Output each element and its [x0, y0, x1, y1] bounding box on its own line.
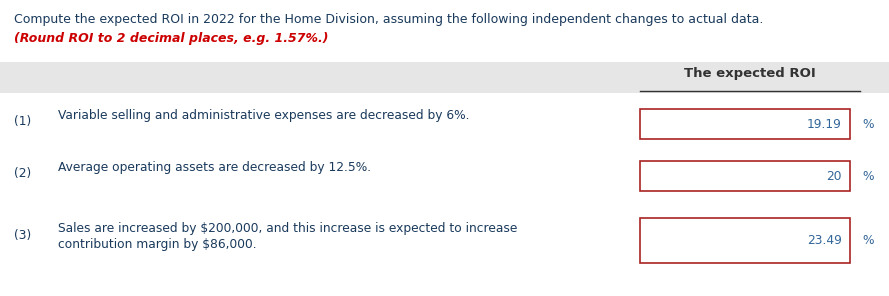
Bar [640, 218, 850, 263]
Bar [640, 161, 850, 191]
Bar [640, 109, 850, 139]
Text: %: % [862, 170, 874, 183]
Text: (Round ROI to 2 decimal places, e.g. 1.57%.): (Round ROI to 2 decimal places, e.g. 1.5… [14, 32, 329, 45]
Text: %: % [862, 234, 874, 247]
Text: 20: 20 [827, 170, 842, 183]
Text: The expected ROI: The expected ROI [685, 67, 816, 80]
Text: (1): (1) [14, 115, 31, 128]
Text: 23.49: 23.49 [807, 234, 842, 247]
Text: Average operating assets are decreased by 12.5%.: Average operating assets are decreased b… [58, 161, 371, 174]
Text: (3): (3) [14, 229, 31, 242]
Text: Variable selling and administrative expenses are decreased by 6%.: Variable selling and administrative expe… [58, 109, 469, 122]
Text: contribution margin by $86,000.: contribution margin by $86,000. [58, 238, 257, 251]
Bar [0, 62, 889, 93]
Text: Sales are increased by $200,000, and this increase is expected to increase: Sales are increased by $200,000, and thi… [58, 222, 517, 235]
Text: (2): (2) [14, 168, 31, 181]
Text: Compute the expected ROI in 2022 for the Home Division, assuming the following i: Compute the expected ROI in 2022 for the… [14, 13, 764, 26]
Text: 19.19: 19.19 [807, 118, 842, 131]
Text: %: % [862, 118, 874, 131]
